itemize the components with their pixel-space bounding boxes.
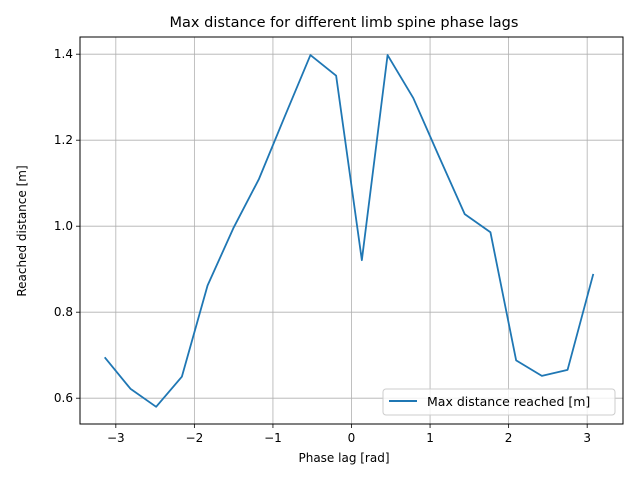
ticks: −3 −2 −1 0 1 2 3 0.6 0.8 1.0 1.2 1.4	[54, 47, 591, 445]
chart-title: Max distance for different limb spine ph…	[170, 15, 519, 31]
legend: Max distance reached [m]	[382, 388, 616, 416]
legend-box	[382, 388, 616, 416]
x-tick-label: 2	[505, 431, 513, 445]
y-tick-label: 0.6	[54, 391, 73, 405]
x-tick-label: −3	[107, 431, 125, 445]
grid	[80, 37, 623, 424]
x-tick-label: 3	[583, 431, 591, 445]
series-line	[104, 54, 595, 408]
x-tick-label: 0	[348, 431, 356, 445]
y-tick-label: 1.2	[54, 133, 73, 147]
x-axis-label: Phase lag [rad]	[298, 451, 389, 465]
y-axis-label: Reached distance [m]	[15, 165, 29, 296]
x-tick-label: 1	[426, 431, 434, 445]
legend-label: Max distance reached [m]	[427, 394, 590, 409]
x-tick-label: −2	[186, 431, 204, 445]
y-tick-label: 1.0	[54, 219, 73, 233]
x-tick-label: −1	[264, 431, 282, 445]
series-layer	[104, 54, 595, 408]
y-tick-label: 1.4	[54, 47, 73, 61]
y-tick-label: 0.8	[54, 305, 73, 319]
